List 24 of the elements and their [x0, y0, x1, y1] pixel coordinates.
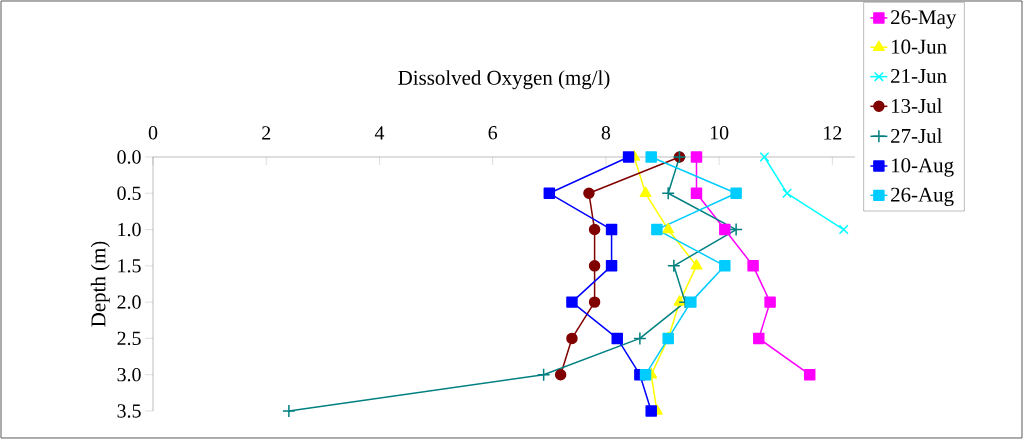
y-tick-label: 2.5: [117, 331, 141, 346]
x-tick-label: 8: [601, 126, 611, 140]
legend-label: 13-Jul: [891, 98, 943, 114]
x-tick-label: 10: [710, 126, 729, 140]
y-tick-label: 1.0: [118, 222, 141, 237]
x-tick-label: 4: [374, 126, 385, 140]
x-tick-label: 6: [488, 126, 498, 140]
y-axis-title: Depth (m): [90, 241, 110, 327]
y-tick-label: 3.5: [117, 404, 141, 418]
y-tick-label: 0.0: [117, 150, 141, 164]
legend-label: 10-Aug: [891, 158, 954, 177]
y-tick-label: 2.0: [117, 295, 141, 309]
x-tick-label: 12: [824, 126, 842, 140]
legend-label: 26-May: [891, 10, 957, 29]
y-tick-label: 1.5: [118, 259, 141, 273]
y-tick-label: 0.5: [117, 186, 141, 201]
x-tick-label: 2: [262, 126, 271, 140]
x-axis-title: Dissolved Oxygen (mg/l): [398, 70, 610, 90]
x-tick-label: 0: [148, 126, 158, 140]
legend-label: 27-Jul: [891, 128, 943, 144]
y-tick-label: 3.0: [117, 367, 141, 382]
legend-label: 21-Jun: [891, 68, 947, 84]
legend-label: 10-Jun: [891, 39, 947, 54]
legend-label: 26-Aug: [891, 187, 954, 207]
